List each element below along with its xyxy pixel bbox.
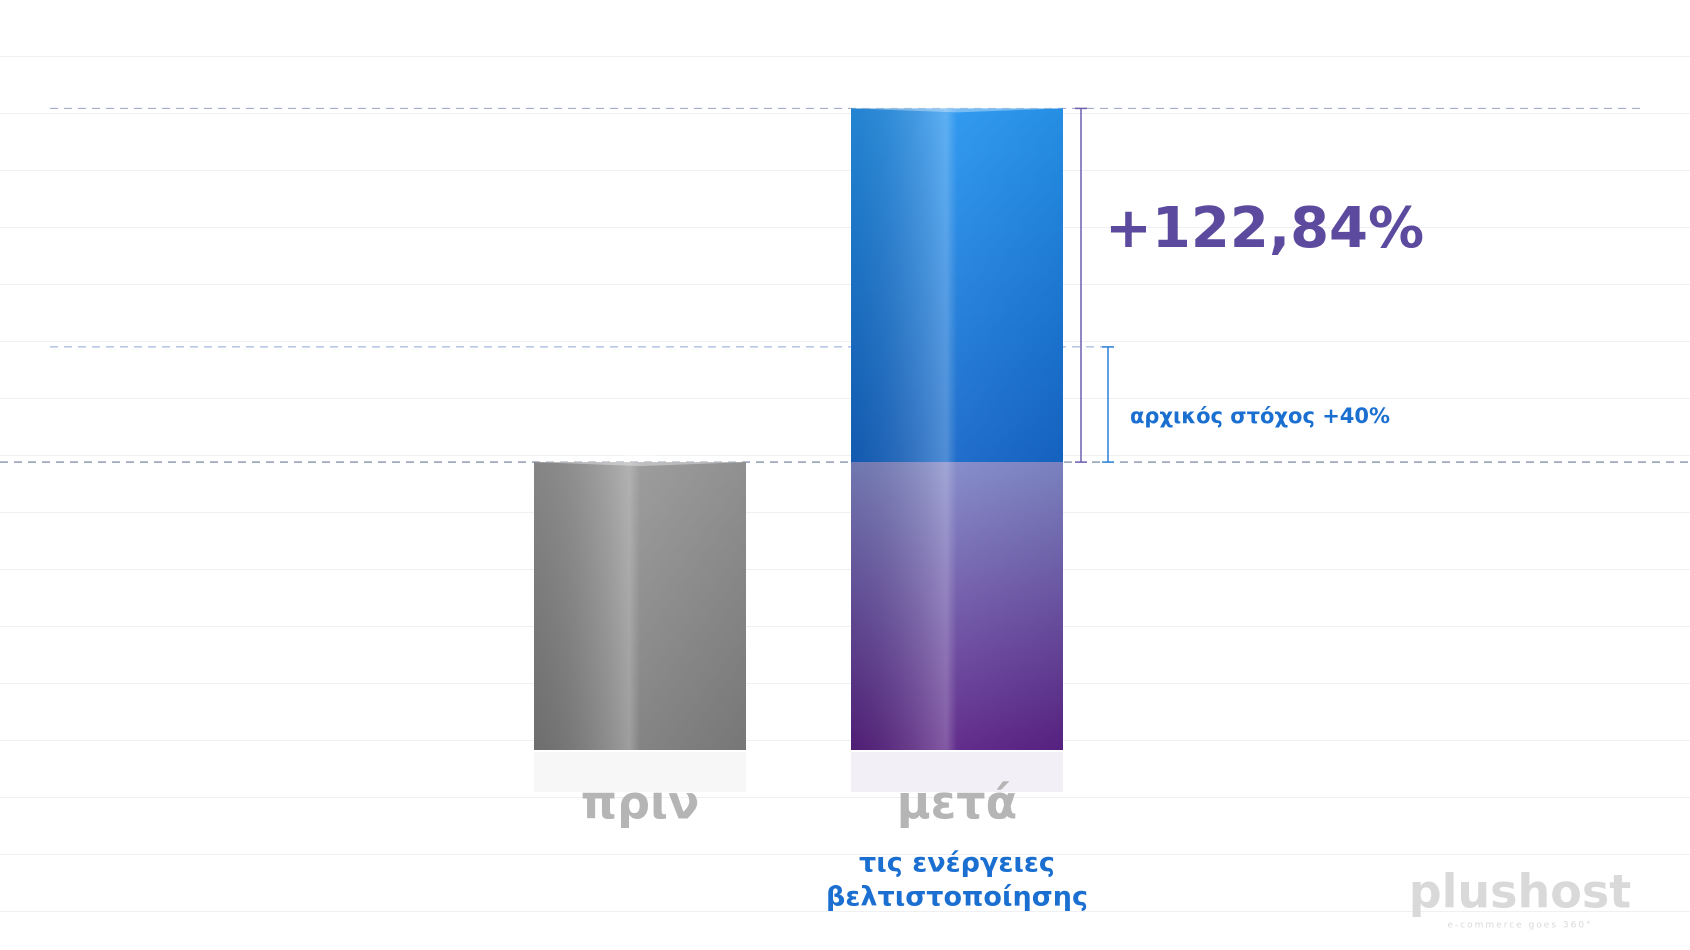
bar-shade — [851, 108, 1063, 751]
category-label: πριν — [581, 776, 700, 830]
bar-top — [851, 100, 1063, 113]
bar-reflection — [534, 752, 746, 792]
target-label: αρχικός στόχος +40% — [1130, 404, 1390, 428]
increase-label: +122,84% — [1105, 196, 1424, 261]
category-label: μετά — [897, 776, 1017, 830]
logo: plushost — [1409, 865, 1632, 919]
category-note: τις ενέργειες — [859, 848, 1055, 879]
bar-shade — [534, 462, 746, 750]
bar-reflection — [851, 752, 1063, 792]
bar-top — [534, 454, 746, 467]
category-note: βελτιστοποίησης — [826, 882, 1088, 913]
logo-tagline: e-commerce goes 360° — [1447, 921, 1592, 931]
